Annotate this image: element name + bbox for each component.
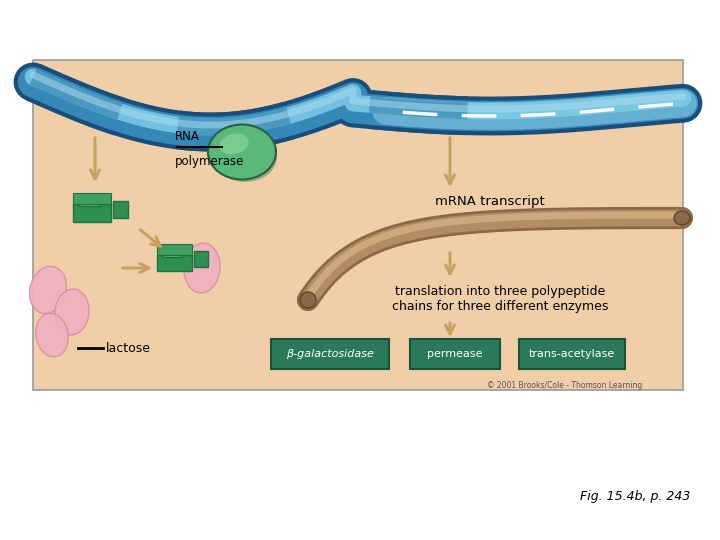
Text: mRNA transcript: mRNA transcript [435, 195, 545, 208]
FancyBboxPatch shape [519, 339, 625, 369]
Text: lactose: lactose [106, 341, 151, 354]
FancyBboxPatch shape [73, 205, 112, 221]
Ellipse shape [674, 211, 690, 225]
Ellipse shape [213, 132, 277, 182]
FancyBboxPatch shape [79, 195, 100, 206]
Text: permease: permease [427, 349, 482, 359]
Ellipse shape [184, 243, 220, 293]
FancyBboxPatch shape [157, 245, 192, 255]
Ellipse shape [30, 266, 66, 314]
Ellipse shape [55, 289, 89, 335]
Ellipse shape [220, 133, 248, 154]
Text: β-galactosidase: β-galactosidase [286, 349, 374, 359]
Text: Fig. 15.4b, p. 243: Fig. 15.4b, p. 243 [580, 490, 690, 503]
Text: trans-acetylase: trans-acetylase [529, 349, 615, 359]
FancyBboxPatch shape [113, 200, 128, 218]
FancyBboxPatch shape [194, 252, 208, 267]
Text: polymerase: polymerase [175, 155, 244, 168]
FancyBboxPatch shape [73, 193, 112, 205]
FancyBboxPatch shape [163, 246, 181, 256]
FancyBboxPatch shape [410, 339, 500, 369]
Ellipse shape [300, 292, 316, 308]
Text: © 2001 Brooks/Cole - Thomson Learning: © 2001 Brooks/Cole - Thomson Learning [487, 381, 642, 390]
Ellipse shape [36, 313, 68, 357]
Text: translation into three polypeptide
chains for three different enzymes: translation into three polypeptide chain… [392, 285, 608, 313]
Ellipse shape [208, 125, 276, 179]
FancyBboxPatch shape [271, 339, 389, 369]
FancyBboxPatch shape [33, 60, 683, 390]
Text: RNA: RNA [175, 130, 200, 143]
FancyBboxPatch shape [157, 255, 192, 271]
